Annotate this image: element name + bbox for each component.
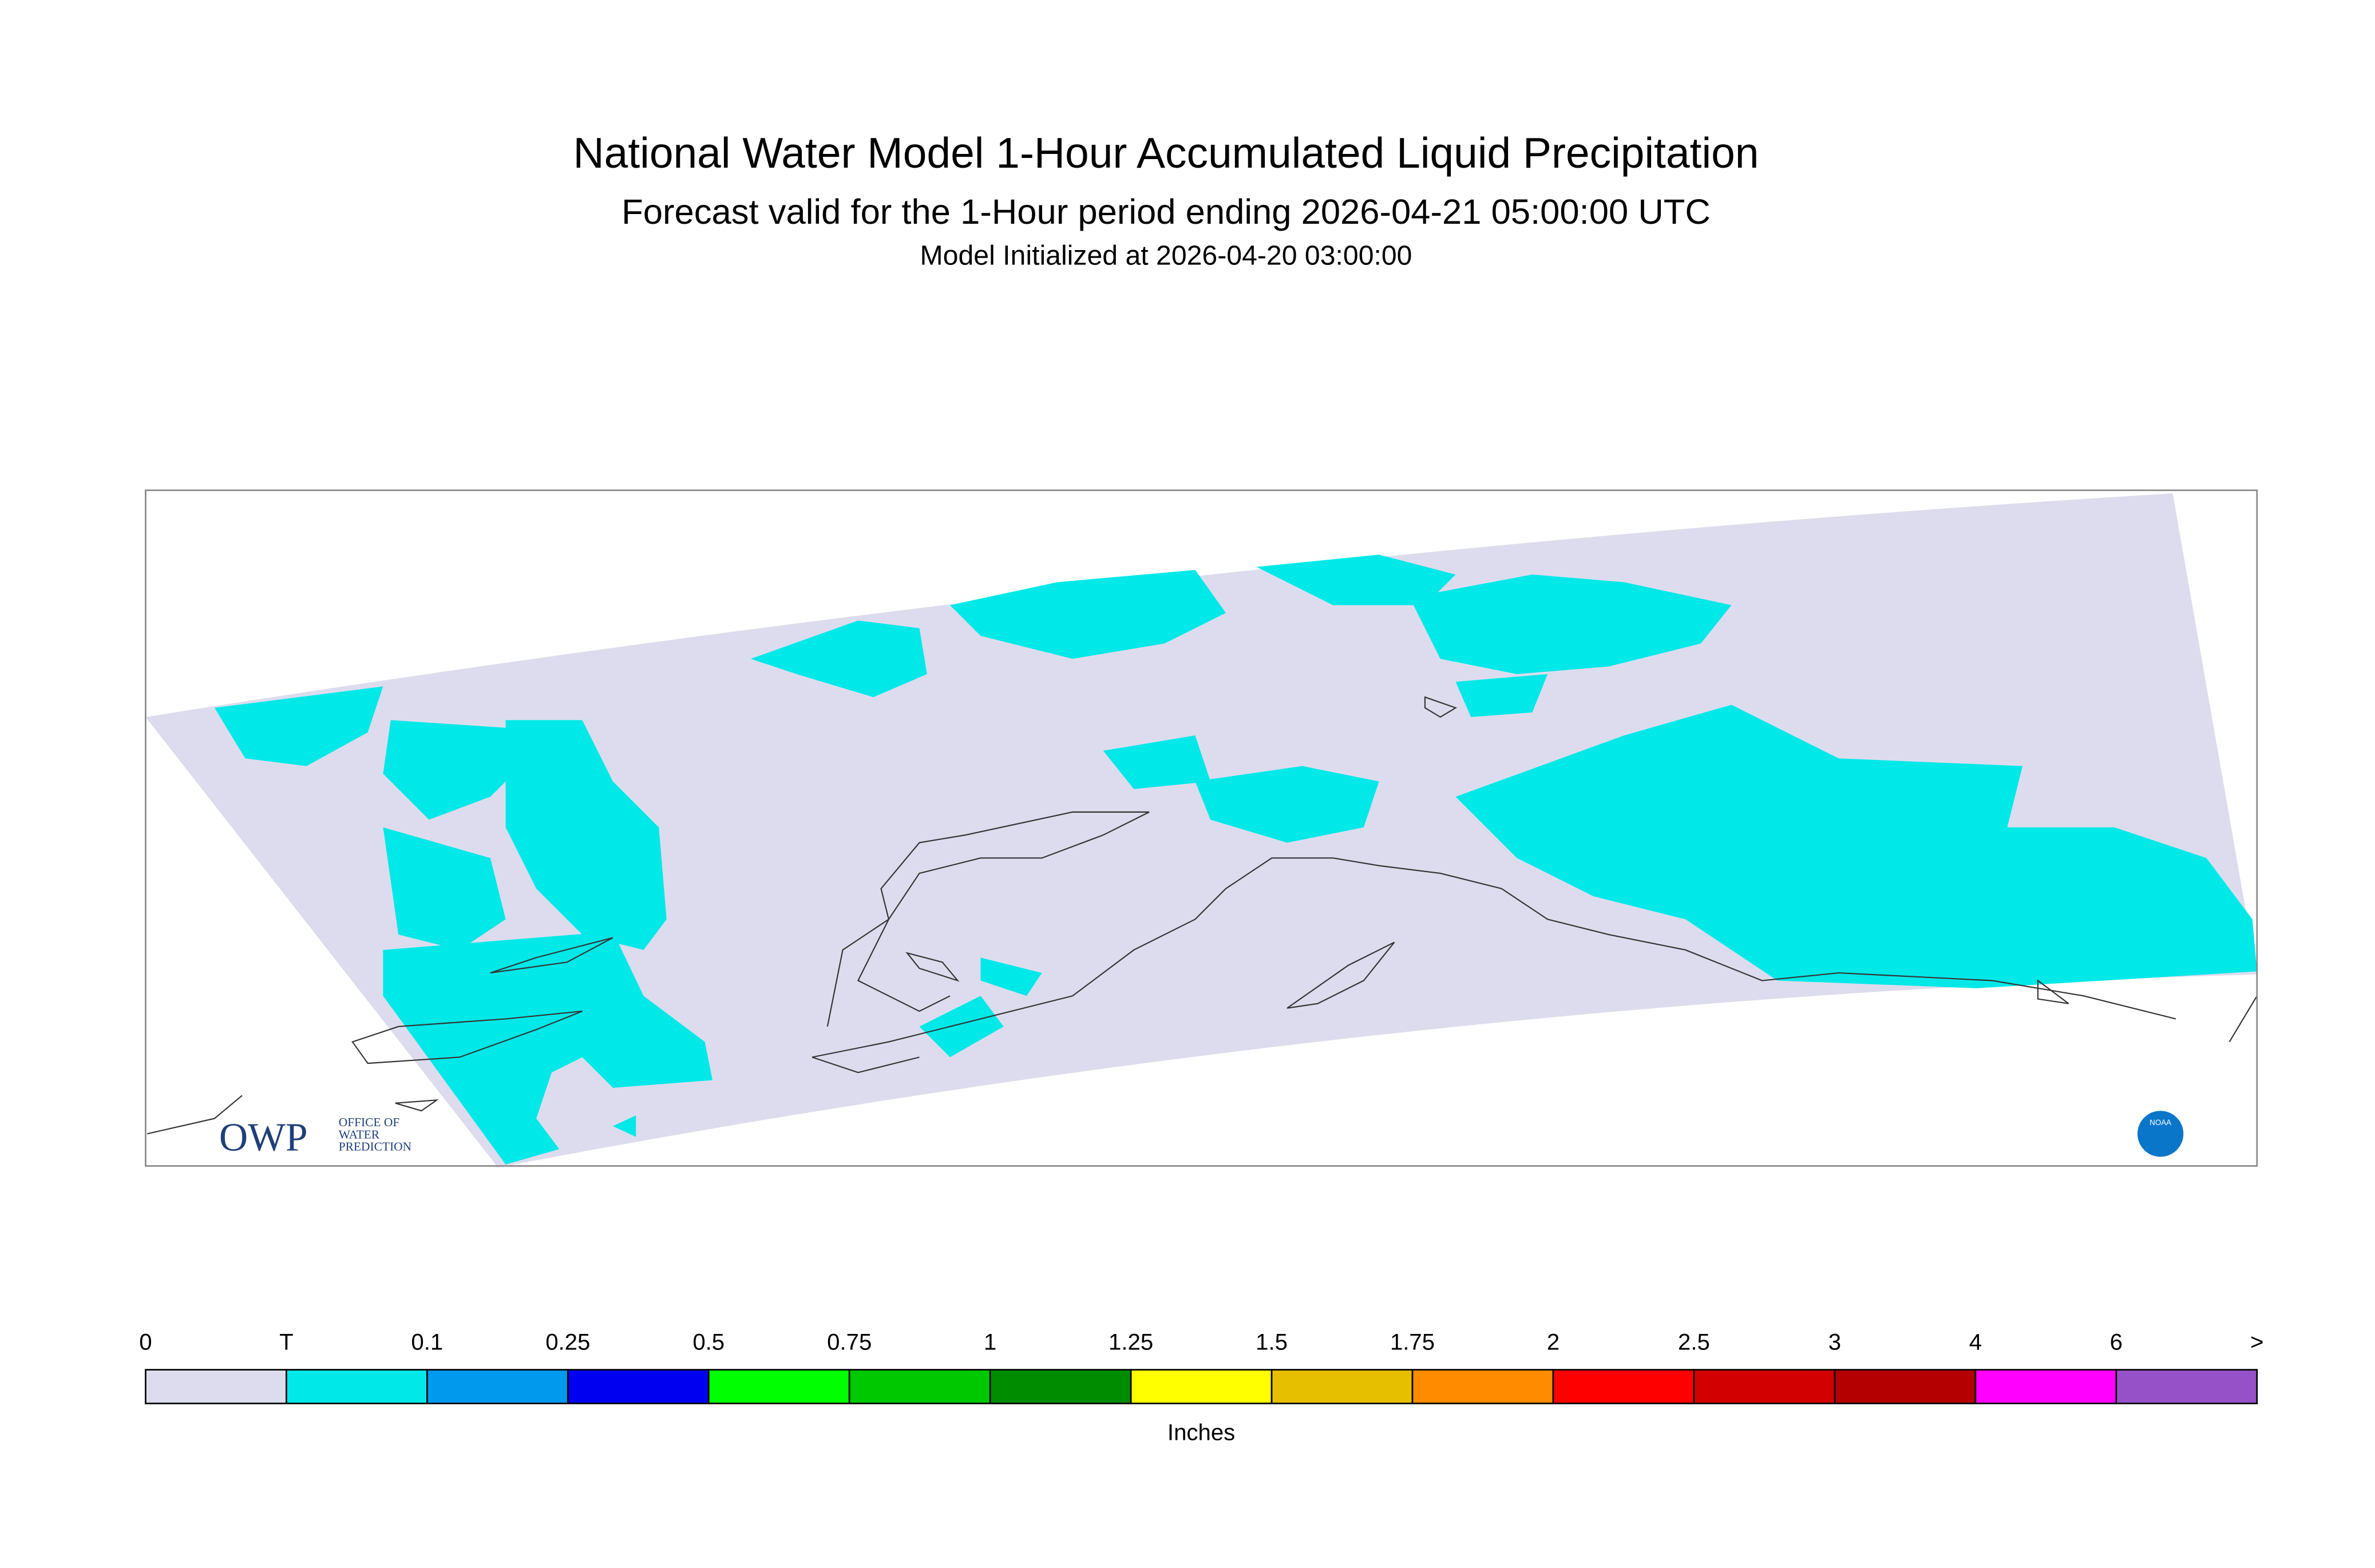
owp-logo-line: WATER xyxy=(339,1127,380,1141)
legend-label: 0.1 xyxy=(411,1329,443,1355)
precip-area xyxy=(383,931,713,1165)
owp-logo: OWP xyxy=(219,1116,308,1160)
precip-area xyxy=(919,996,1004,1058)
legend-label: 0.25 xyxy=(545,1329,590,1355)
precip-area xyxy=(1103,735,1211,789)
subtitle: Forecast valid for the 1-Hour period end… xyxy=(622,192,1711,232)
precip-area xyxy=(980,957,1042,996)
coastlines xyxy=(147,696,2258,1135)
precip-area xyxy=(383,720,521,820)
legend-label: 0.5 xyxy=(692,1329,725,1355)
legend-swatch xyxy=(707,1369,850,1404)
precip-area xyxy=(383,827,506,950)
legend-label: 2 xyxy=(1547,1329,1559,1355)
legend-label: 1 xyxy=(984,1329,996,1355)
legend: 0 T 0.1 0.25 0.5 0.75 1 1.25 1.5 1.75 2 2.5 3 4 6 > xyxy=(139,1329,2264,1404)
legend-swatch xyxy=(426,1369,569,1404)
map-frame xyxy=(145,489,2258,1167)
precip-area xyxy=(214,686,383,766)
noaa-logo xyxy=(2137,1111,2184,1157)
legend-swatch xyxy=(567,1369,710,1404)
precip-area xyxy=(750,620,927,698)
precip-areas xyxy=(214,555,2257,1165)
legend-swatch xyxy=(1270,1369,1414,1404)
precip-area xyxy=(1455,674,1548,717)
legend-swatch xyxy=(989,1369,1132,1404)
legend-label: 4 xyxy=(1969,1329,1982,1355)
precip-area xyxy=(1455,704,2257,988)
legend-label: T xyxy=(279,1329,294,1355)
precip-area xyxy=(950,569,1226,659)
legend-label: > xyxy=(2250,1329,2263,1355)
title: National Water Model 1-Hour Accumulated … xyxy=(573,129,1759,177)
owp-logo-line: PREDICTION xyxy=(339,1140,411,1154)
precip-area xyxy=(1195,766,1379,843)
legend-swatch xyxy=(1693,1369,1836,1404)
legend-label: 1.5 xyxy=(1256,1329,1288,1355)
precip-area xyxy=(1256,555,1456,605)
legend-label: 0 xyxy=(139,1329,152,1355)
legend-label: 1.75 xyxy=(1390,1329,1435,1355)
legend-swatch xyxy=(145,1369,287,1404)
legend-swatch xyxy=(1974,1369,2117,1404)
legend-swatch xyxy=(1411,1369,1554,1404)
legend-label: 3 xyxy=(1828,1329,1841,1355)
owp-logo-line: OFFICE OF xyxy=(339,1115,400,1129)
legend-unit: Inches xyxy=(1167,1420,1235,1446)
legend-label: 1.25 xyxy=(1109,1329,1153,1355)
legend-label: 0.75 xyxy=(827,1329,872,1355)
noaa-logo-text: NOAA xyxy=(2150,1118,2171,1127)
precip-area xyxy=(505,720,667,950)
legend-swatch xyxy=(2115,1369,2258,1404)
legend-swatch xyxy=(1130,1369,1273,1404)
model-domain xyxy=(145,493,2257,1168)
legend-swatch xyxy=(1552,1369,1695,1404)
precip-area xyxy=(1410,575,1732,675)
precip-area xyxy=(612,1115,636,1137)
legend-swatch xyxy=(1834,1369,1977,1404)
legend-swatch xyxy=(848,1369,991,1404)
legend-swatch xyxy=(286,1369,428,1404)
init-time: Model Initialized at 2026-04-20 03:00:00 xyxy=(920,240,1412,271)
legend-label: 2.5 xyxy=(1678,1329,1710,1355)
legend-label: 6 xyxy=(2110,1329,2123,1355)
